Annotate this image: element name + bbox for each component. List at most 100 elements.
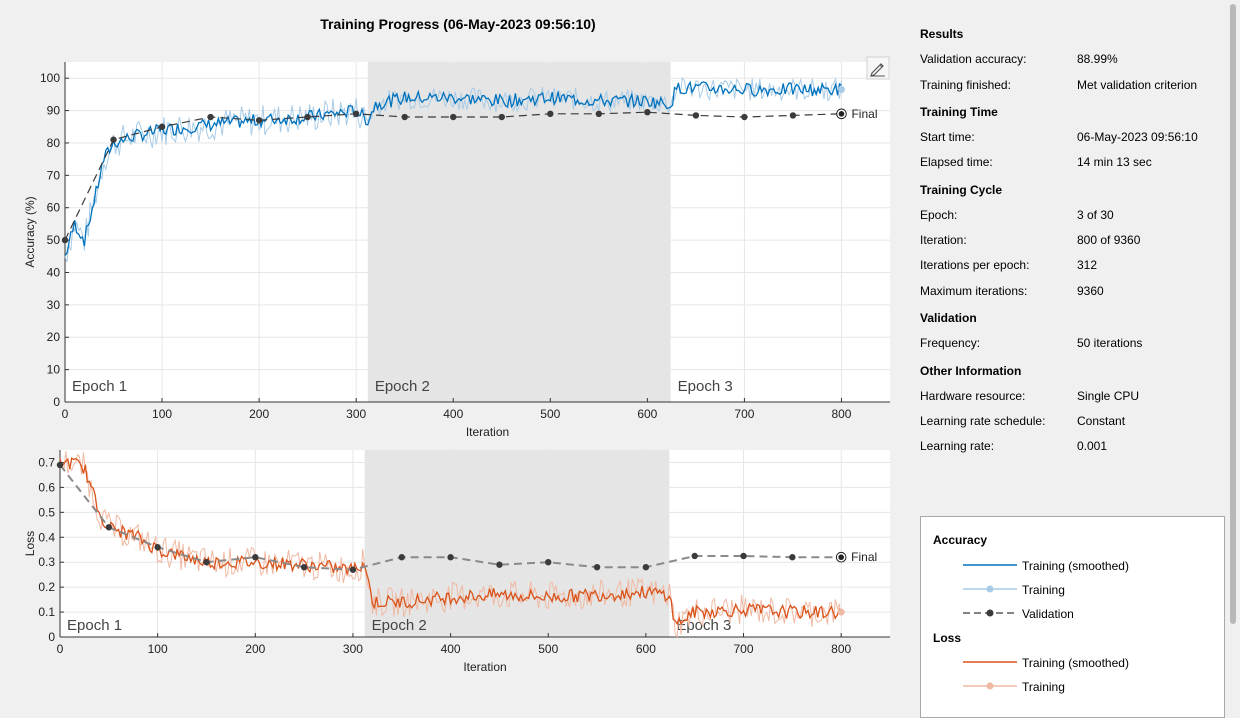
accuracy-validation-point <box>450 113 457 121</box>
loss-validation-point <box>203 559 210 566</box>
legend-loss-smoothed-label: Training (smoothed) <box>1022 656 1129 670</box>
loss-xtick-label: 800 <box>831 642 851 656</box>
loss-ytick-label: 0.2 <box>38 580 55 594</box>
frequency-value: 50 iterations <box>1077 336 1143 350</box>
frequency-label: Frequency: <box>920 336 981 350</box>
hardware-resource-value: Single CPU <box>1077 389 1140 403</box>
accuracy-ytick-label: 40 <box>47 265 61 279</box>
other-information-header: Other Information <box>920 364 1022 378</box>
accuracy-final-marker-dot <box>838 111 845 117</box>
legend-loss-smoothed-swatch <box>963 661 1017 663</box>
learning-rate-value: 0.001 <box>1077 439 1108 453</box>
accuracy-xtick-label: 800 <box>831 407 851 421</box>
loss-ytick-label: 0.7 <box>38 455 55 469</box>
loss-validation-point <box>789 554 796 561</box>
accuracy-xtick-label: 200 <box>249 407 269 421</box>
accuracy-epoch-label: Epoch 1 <box>72 378 127 395</box>
vertical-scrollbar[interactable] <box>1228 2 1238 698</box>
page-title: Training Progress (06-May-2023 09:56:10) <box>320 16 596 32</box>
accuracy-validation-point <box>401 113 408 121</box>
loss-ytick-label: 0.4 <box>38 530 55 544</box>
max-iterations-label: Maximum iterations: <box>920 284 1028 298</box>
accuracy-validation-point <box>61 236 69 244</box>
accuracy-training-raw-line <box>64 76 842 263</box>
loss-ytick-label: 0.6 <box>38 480 55 494</box>
loss-validation-point <box>447 554 454 561</box>
loss-validation-point <box>642 563 650 571</box>
accuracy-ytick-label: 60 <box>47 201 61 215</box>
accuracy-xtick-label: 100 <box>152 407 172 421</box>
loss-final-training-marker <box>837 608 845 616</box>
loss-xtick-label: 200 <box>245 642 265 656</box>
accuracy-xtick-label: 0 <box>62 407 69 421</box>
loss-validation-point <box>105 524 113 531</box>
accuracy-validation-point <box>692 112 700 119</box>
loss-xtick-label: 700 <box>734 642 754 656</box>
accuracy-xtick-label: 700 <box>734 407 754 421</box>
legend-box: Accuracy Training (smoothed) Training Va… <box>920 516 1225 718</box>
accuracy-validation-point <box>498 113 505 121</box>
iterations-per-epoch-label: Iterations per epoch: <box>920 258 1030 272</box>
accuracy-validation-point <box>741 113 748 121</box>
loss-validation-point <box>545 559 552 566</box>
loss-validation-point <box>252 554 259 561</box>
results-header: Results <box>920 27 964 41</box>
iteration-value: 800 of 9360 <box>1077 233 1141 247</box>
accuracy-validation-point <box>255 117 263 124</box>
elapsed-time-label: Elapsed time: <box>920 155 993 169</box>
lr-schedule-label: Learning rate schedule: <box>920 414 1046 428</box>
training-cycle-header: Training Cycle <box>920 183 1003 197</box>
loss-final-label: Final <box>851 550 877 564</box>
legend-acc-training-label: Training <box>1022 583 1065 597</box>
start-time-label: Start time: <box>920 130 975 144</box>
scrollbar-thumb[interactable] <box>1230 4 1236 624</box>
legend-loss-header: Loss <box>933 631 962 645</box>
legend-acc-validation-swatch <box>963 609 1017 617</box>
loss-xtick-label: 0 <box>57 642 64 656</box>
loss-validation-point <box>56 461 64 469</box>
validation-accuracy-label: Validation accuracy: <box>920 52 1027 66</box>
loss-validation-point <box>154 544 161 551</box>
loss-final-marker-dot <box>838 554 844 561</box>
accuracy-epoch-label: Epoch 3 <box>678 378 733 395</box>
legend-acc-smoothed-label: Training (smoothed) <box>1022 559 1129 573</box>
training-finished-label: Training finished: <box>920 78 1011 92</box>
start-time-value: 06-May-2023 09:56:10 <box>1077 130 1198 144</box>
loss-ylabel: Loss <box>23 531 37 556</box>
lr-schedule-value: Constant <box>1077 414 1126 428</box>
accuracy-ytick-label: 0 <box>53 395 60 409</box>
loss-validation-point <box>349 566 357 573</box>
iteration-label: Iteration: <box>920 233 967 247</box>
accuracy-ytick-label: 30 <box>47 298 61 312</box>
loss-ytick-label: 0.5 <box>38 505 55 519</box>
accuracy-xtick-label: 600 <box>637 407 657 421</box>
loss-validation-point <box>496 561 503 568</box>
loss-ytick-label: 0.3 <box>38 555 55 569</box>
loss-xtick-label: 600 <box>636 642 656 656</box>
loss-validation-point <box>593 563 601 571</box>
accuracy-validation-point <box>352 110 360 118</box>
loss-xtick-label: 400 <box>441 642 461 656</box>
accuracy-final-training-marker <box>837 86 845 94</box>
accuracy-epoch-shade <box>367 62 671 402</box>
loss-xtick-label: 300 <box>343 642 363 656</box>
loss-epoch-shade <box>364 450 670 637</box>
accuracy-validation-point <box>110 136 117 143</box>
accuracy-validation-point <box>789 112 797 119</box>
accuracy-xtick-label: 300 <box>346 407 366 421</box>
accuracy-validation-point <box>207 113 214 121</box>
loss-validation-point <box>691 552 698 560</box>
accuracy-ylabel: Accuracy (%) <box>23 196 37 267</box>
loss-xtick-label: 100 <box>148 642 168 656</box>
legend-accuracy-header: Accuracy <box>933 533 988 547</box>
elapsed-time-value: 14 min 13 sec <box>1077 155 1152 169</box>
loss-training-smoothed-line <box>59 457 842 626</box>
accuracy-training-smoothed-line <box>64 80 842 256</box>
accuracy-ytick-label: 90 <box>47 104 61 118</box>
pencil-edit-icon[interactable] <box>866 56 890 80</box>
accuracy-xtick-label: 500 <box>540 407 560 421</box>
training-finished-value: Met validation criterion <box>1077 78 1198 92</box>
legend-acc-validation-label: Validation <box>1022 607 1074 621</box>
hardware-resource-label: Hardware resource: <box>920 389 1026 403</box>
loss-ytick-label: 0.1 <box>38 605 55 619</box>
